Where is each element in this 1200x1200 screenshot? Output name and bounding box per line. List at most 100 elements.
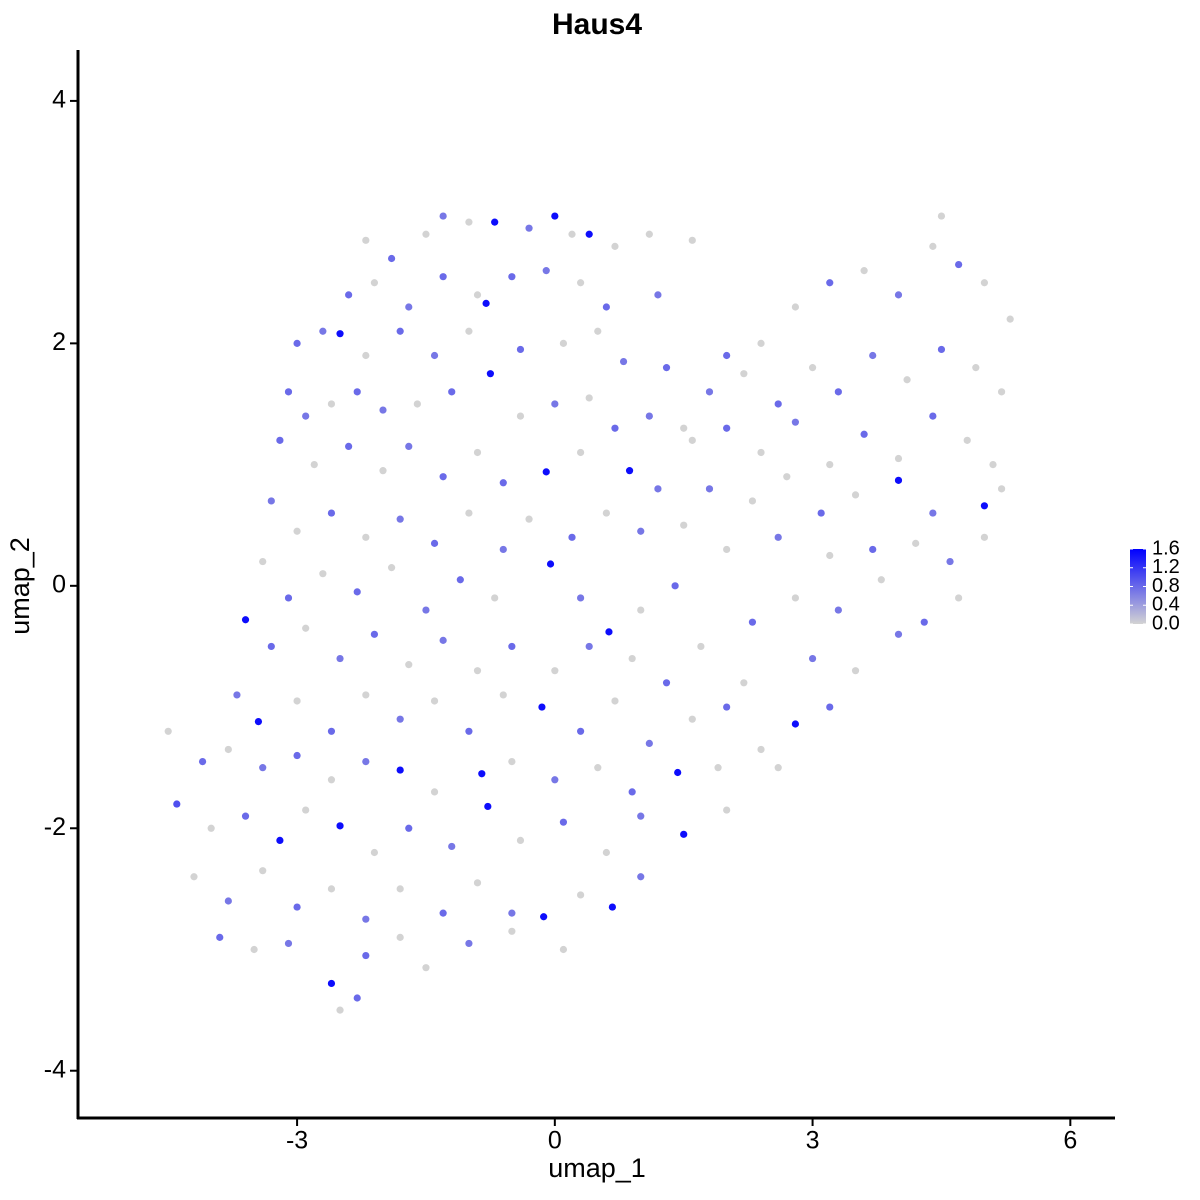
point [362,951,370,960]
point [456,576,464,584]
point [448,842,456,851]
point [465,939,473,948]
x-tick-label: -3 [286,1127,308,1155]
point [362,236,370,244]
point [508,909,516,917]
point [516,412,525,420]
point [748,618,757,626]
point [559,945,568,954]
point [439,636,447,644]
point [293,697,301,705]
point [955,260,963,269]
points [164,212,1014,1014]
point [605,628,613,636]
point [508,273,516,281]
point [293,903,301,911]
colorbar [1130,549,1146,624]
point [370,279,379,287]
point [894,630,903,638]
point [430,539,439,547]
point [542,468,550,476]
x-axis-label: umap_1 [548,1153,646,1183]
point [594,764,602,772]
point [602,303,610,311]
point [654,291,662,299]
point [516,345,525,354]
point [860,267,868,275]
point [387,564,396,572]
point [336,330,344,338]
point [645,230,653,238]
point [284,939,293,948]
point [516,836,525,844]
point [808,654,817,663]
point [448,388,456,396]
point [327,727,336,735]
point [484,802,492,811]
point [637,527,645,535]
point [319,570,327,578]
point [826,460,834,469]
point [465,327,473,335]
point [585,394,593,402]
colorbar-label: 1.2 [1152,556,1180,578]
point [198,757,207,766]
point [508,927,516,935]
point [540,913,548,921]
point [387,254,396,263]
point [783,473,791,481]
point [319,327,327,335]
point [980,533,989,541]
y-tick-label: 4 [52,86,66,114]
point [774,400,782,408]
point [345,291,353,299]
point [674,768,682,777]
point [362,691,370,699]
point [491,218,499,226]
point [439,212,447,220]
point [594,327,602,335]
point [508,642,516,651]
point [611,424,619,432]
point [396,766,404,774]
point [877,576,885,584]
point [723,806,731,814]
point [190,873,198,881]
point [486,370,494,378]
point [233,691,241,699]
point [405,661,413,669]
y-tick-label: 2 [52,328,66,356]
point [662,364,671,372]
point [826,703,834,711]
y-tick-label: -4 [44,1055,66,1083]
point [422,964,430,972]
point [207,824,215,832]
point [920,618,928,626]
point [224,897,232,905]
point [608,903,616,911]
point [396,515,404,523]
point [903,376,911,384]
y-axis-label: umap_2 [5,537,35,635]
point [980,502,989,510]
point [370,848,379,857]
point [310,460,318,469]
point [525,224,533,232]
point [611,697,619,705]
point [645,739,653,748]
point [723,545,731,554]
point [302,806,310,814]
point [791,594,799,602]
point [851,667,860,675]
point [869,545,877,554]
point [671,582,679,590]
point [723,703,731,711]
point [568,230,576,238]
point [250,945,258,954]
point [439,273,447,281]
point [774,533,782,541]
point [834,606,842,614]
point [302,412,310,420]
point [628,788,636,796]
